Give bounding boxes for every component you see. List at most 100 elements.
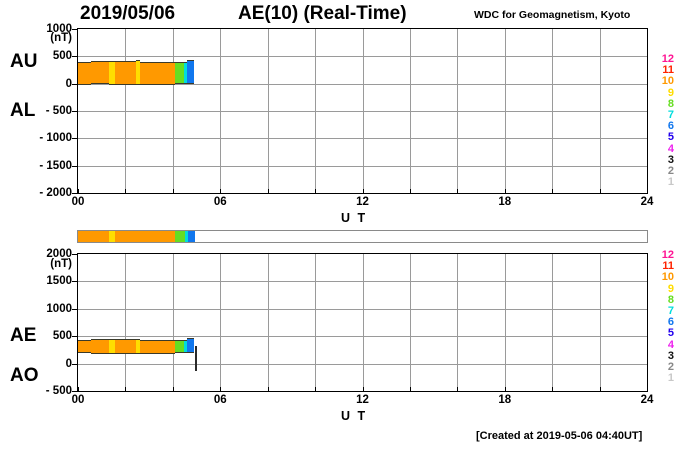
data-segment xyxy=(175,340,184,354)
legend-item: 8 xyxy=(667,97,674,110)
xtick-label: 06 xyxy=(213,196,227,208)
xtick-mark xyxy=(78,387,79,391)
coverage-segment xyxy=(184,231,188,242)
legend-item: 12 xyxy=(661,53,674,65)
ytick-mark xyxy=(72,336,77,338)
gridline-vertical xyxy=(504,254,506,391)
legend-item: 11 xyxy=(662,260,674,273)
legend-item: 12 xyxy=(661,249,674,261)
ytick-mark xyxy=(72,165,77,167)
xtick-mark xyxy=(220,387,222,391)
xtick-mark xyxy=(315,387,317,391)
coverage-segment xyxy=(114,231,176,242)
panel-au-al-unit: (nT) xyxy=(50,32,72,44)
legend-item: 3 xyxy=(667,153,674,166)
data-segment xyxy=(139,339,176,354)
data-segment xyxy=(114,61,137,86)
xtick-mark xyxy=(599,189,601,193)
ytick-label: - 2000 xyxy=(39,187,72,199)
gridline-vertical xyxy=(599,254,601,391)
xtick-label: 12 xyxy=(356,394,369,406)
xtick-mark xyxy=(552,189,554,193)
gridline-vertical xyxy=(172,254,174,391)
ytick-label: 1000 xyxy=(46,23,72,35)
data-segment xyxy=(187,60,195,85)
legend-item: 5 xyxy=(667,327,674,340)
data-segment xyxy=(183,62,188,85)
gridline-vertical xyxy=(552,254,554,391)
ytick-label: 500 xyxy=(52,330,72,343)
xtick-mark xyxy=(457,189,459,193)
data-segment xyxy=(91,60,109,85)
legend-item: 5 xyxy=(667,131,674,144)
legend-item: 7 xyxy=(667,305,674,318)
data-segment xyxy=(136,60,140,85)
data-segment xyxy=(183,340,188,354)
ytick-label: - 1500 xyxy=(39,159,72,172)
panel-ae-ao-xaxis-title: U T xyxy=(341,409,368,423)
data-segment xyxy=(78,340,92,354)
legend-item: 2 xyxy=(667,165,674,178)
panel-au-al-xaxis-title: U T xyxy=(341,211,368,225)
xtick-mark xyxy=(220,189,222,193)
ytick-label: 1500 xyxy=(46,275,72,288)
legend-item: 4 xyxy=(667,142,674,155)
ytick-label: - 500 xyxy=(45,385,72,397)
legend-item: 1 xyxy=(667,372,674,385)
xtick-mark xyxy=(409,387,411,391)
legend-item: 1 xyxy=(667,176,674,189)
page-title: AE(10) (Real-Time) xyxy=(238,3,407,24)
coverage-segment xyxy=(175,231,185,242)
gridline-vertical xyxy=(457,254,459,391)
ytick-mark xyxy=(72,138,77,140)
gridline-vertical xyxy=(125,254,127,391)
plot-date: 2019/05/06 xyxy=(80,3,176,24)
gridline-horizontal xyxy=(78,308,647,310)
legend-item: 8 xyxy=(667,293,674,306)
ytick-label: 0 xyxy=(65,357,72,370)
ytick-mark xyxy=(72,83,77,85)
panel-al-label: AL xyxy=(10,100,36,121)
attribution-text: WDC for Geomagnetism, Kyoto xyxy=(474,9,631,21)
panel-ae-ao-unit: (nT) xyxy=(50,258,72,270)
legend-au-al: 12 11 10 9 8 7 6 5 4 3 2 1 xyxy=(656,53,674,189)
gridline-horizontal xyxy=(78,111,647,112)
coverage-segment xyxy=(108,231,115,242)
legend-item: 6 xyxy=(667,120,674,133)
panel-ao-label: AO xyxy=(10,365,39,386)
panel-au-al-data-layer xyxy=(78,29,647,193)
legend-item: 10 xyxy=(661,271,674,284)
gridline-horizontal xyxy=(78,165,647,167)
gridline-horizontal xyxy=(78,138,647,140)
legend-item: 11 xyxy=(662,64,674,77)
xtick-mark xyxy=(409,189,411,193)
gridline-vertical xyxy=(220,254,222,391)
ytick-mark xyxy=(72,363,77,365)
gridline-horizontal xyxy=(78,56,647,58)
legend-item: 9 xyxy=(667,86,674,99)
xtick-mark xyxy=(125,189,127,193)
xtick-mark xyxy=(552,387,554,391)
gridline-horizontal xyxy=(78,83,647,85)
gridline-vertical xyxy=(409,254,411,391)
gridline-vertical xyxy=(267,254,269,391)
data-segment xyxy=(91,339,109,354)
panel-ae-ao-data-layer xyxy=(78,254,647,391)
data-end-spike xyxy=(194,345,197,371)
gridline-vertical xyxy=(362,254,364,391)
ytick-mark xyxy=(72,391,77,392)
xtick-mark xyxy=(267,387,269,391)
legend-item: 6 xyxy=(667,316,674,329)
xtick-label: 24 xyxy=(640,394,654,406)
xtick-label: 12 xyxy=(356,196,369,208)
creation-timestamp: [Created at 2019-05-06 04:40UT] xyxy=(476,430,643,442)
panel-ae-label: AE xyxy=(10,325,37,346)
data-segment xyxy=(108,60,115,86)
xtick-mark xyxy=(267,189,269,193)
xtick-mark xyxy=(172,189,174,193)
data-segment xyxy=(187,337,195,354)
gridline-vertical xyxy=(315,254,317,391)
xtick-mark xyxy=(504,387,506,391)
coverage-segment xyxy=(187,231,195,242)
ytick-mark xyxy=(72,56,77,58)
